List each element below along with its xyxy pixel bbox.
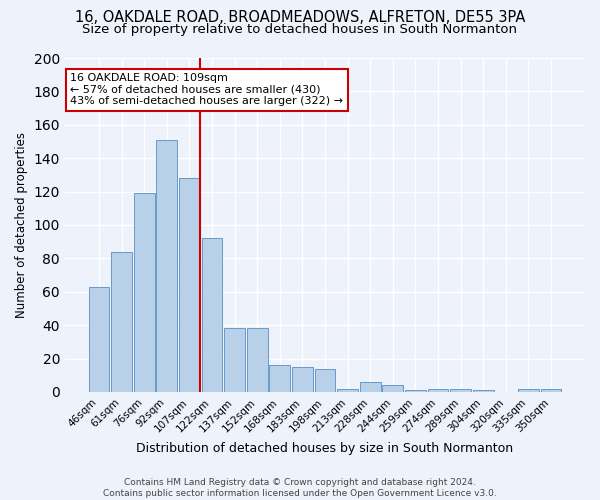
X-axis label: Distribution of detached houses by size in South Normanton: Distribution of detached houses by size … (136, 442, 514, 455)
Bar (382, 386, 403, 392)
Text: 16, OAKDALE ROAD, BROADMEADOWS, ALFRETON, DE55 3PA: 16, OAKDALE ROAD, BROADMEADOWS, ALFRETON… (75, 10, 525, 25)
Bar (428, 388, 448, 392)
Bar (473, 390, 494, 392)
Bar (360, 382, 380, 392)
Bar (314, 368, 335, 392)
Bar (134, 193, 155, 392)
Bar (450, 388, 471, 392)
Text: Contains HM Land Registry data © Crown copyright and database right 2024.
Contai: Contains HM Land Registry data © Crown c… (103, 478, 497, 498)
Bar (518, 388, 539, 392)
Bar (405, 390, 426, 392)
Bar (541, 388, 562, 392)
Bar (292, 367, 313, 392)
Bar (202, 238, 223, 392)
Y-axis label: Number of detached properties: Number of detached properties (15, 132, 28, 318)
Bar (337, 388, 358, 392)
Bar (89, 287, 109, 392)
Bar (111, 252, 132, 392)
Bar (179, 178, 200, 392)
Bar (157, 140, 177, 392)
Bar (247, 328, 268, 392)
Text: 16 OAKDALE ROAD: 109sqm
← 57% of detached houses are smaller (430)
43% of semi-d: 16 OAKDALE ROAD: 109sqm ← 57% of detache… (70, 73, 343, 106)
Text: Size of property relative to detached houses in South Normanton: Size of property relative to detached ho… (83, 22, 517, 36)
Bar (269, 365, 290, 392)
Bar (224, 328, 245, 392)
